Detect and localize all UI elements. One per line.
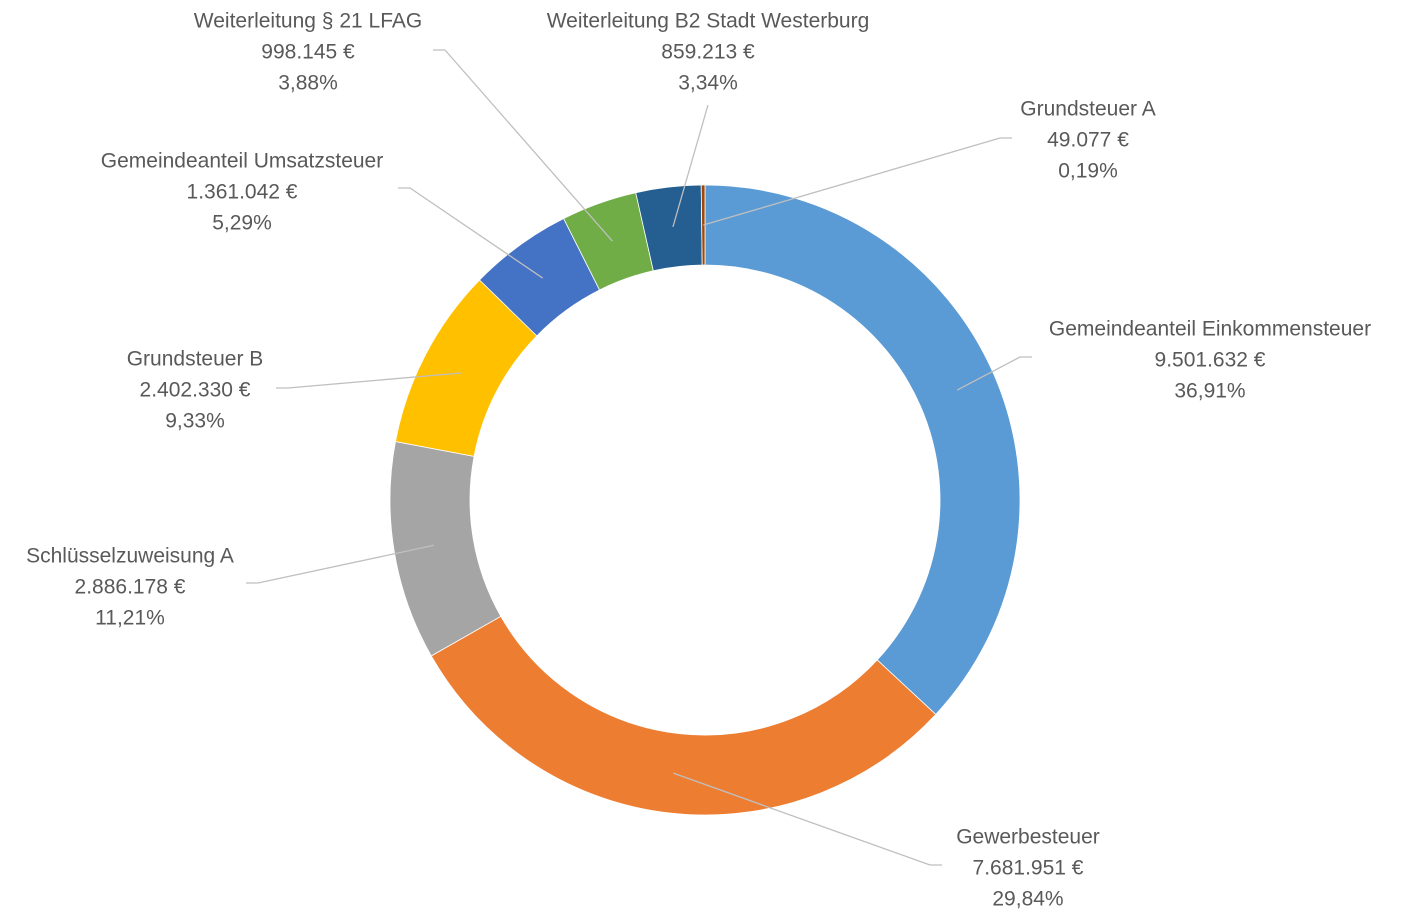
- slice-label-name: Grundsteuer B: [127, 348, 264, 371]
- leader-line: [956, 356, 1032, 391]
- slice-label-percent: 3,34%: [678, 72, 738, 95]
- slice-label-percent: 11,21%: [95, 607, 165, 630]
- slice-label-name: Gemeindeanteil Umsatzsteuer: [101, 150, 383, 173]
- slice-label-name: Weiterleitung § 21 LFAG: [194, 10, 422, 33]
- slice-label-name: Grundsteuer A: [1020, 98, 1155, 121]
- leader-line: [398, 187, 544, 279]
- slice-label-value: 9.501.632 €: [1155, 349, 1266, 372]
- slice-label-name: Gemeindeanteil Einkommensteuer: [1049, 318, 1371, 341]
- leader-line: [246, 544, 434, 584]
- slice-label-value: 1.361.042 €: [187, 181, 298, 204]
- slice-label-percent: 5,29%: [212, 212, 272, 235]
- slice-label-percent: 0,19%: [1058, 160, 1118, 183]
- leader-line: [276, 372, 462, 389]
- donut-slice: [389, 441, 502, 657]
- slice-label-value: 49.077 €: [1047, 129, 1129, 152]
- slice-label-percent: 36,91%: [1174, 380, 1245, 403]
- slice-label-value: 2.402.330 €: [140, 379, 251, 402]
- slice-label-name: Schlüsselzuweisung A: [26, 545, 234, 568]
- slice-label-percent: 3,88%: [278, 72, 338, 95]
- leader-line: [672, 104, 709, 228]
- slice-label-percent: 9,33%: [165, 410, 225, 433]
- slice-label-name: Gewerbesteuer: [956, 826, 1100, 849]
- leader-line: [673, 772, 942, 866]
- leader-line: [433, 49, 613, 242]
- slice-label-value: 7.681.951 €: [973, 857, 1084, 880]
- slice-label-percent: 29,84%: [992, 888, 1063, 911]
- slice-label-value: 859.213 €: [661, 41, 755, 64]
- donut-slice: [430, 615, 937, 816]
- donut-slice: [704, 184, 1021, 715]
- slice-label-value: 998.145 €: [261, 41, 355, 64]
- donut-slice: [700, 184, 706, 266]
- leader-line: [703, 137, 1012, 226]
- slice-label-value: 2.886.178 €: [75, 576, 186, 599]
- slice-label-name: Weiterleitung B2 Stadt Westerburg: [547, 10, 870, 33]
